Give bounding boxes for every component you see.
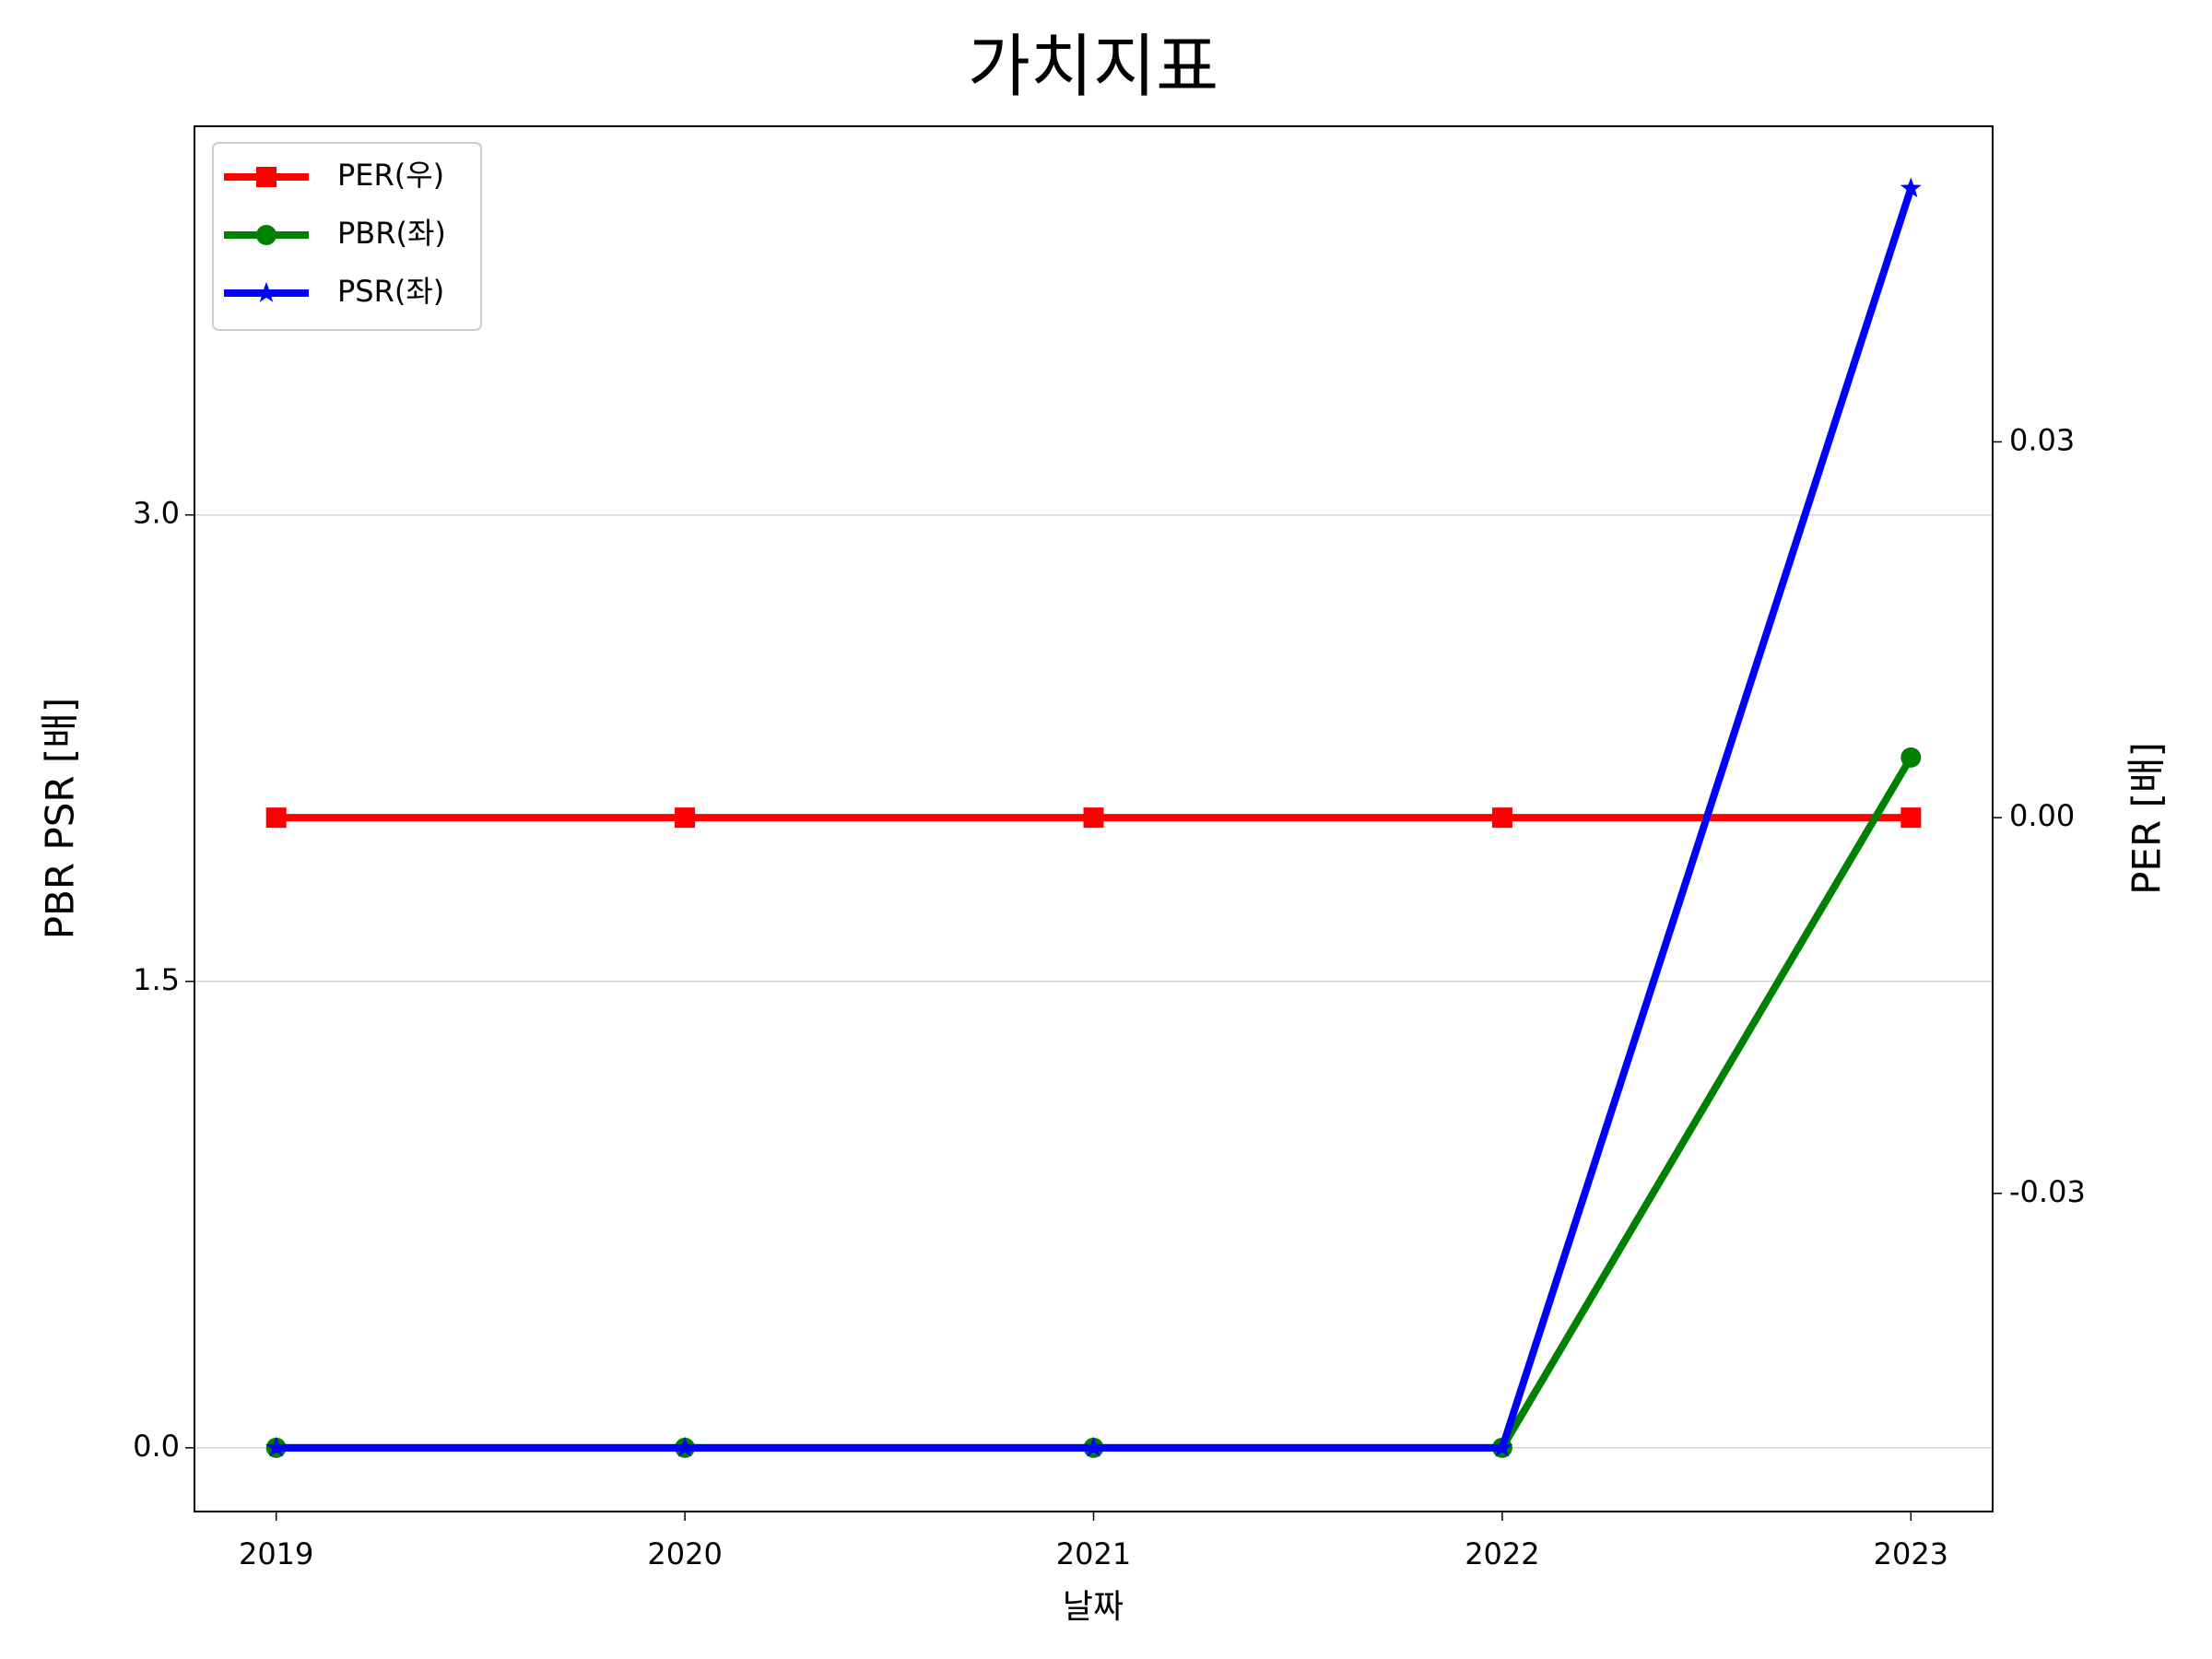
marker — [1083, 807, 1104, 829]
x-tick-label: 2019 — [239, 1536, 313, 1571]
x-tick-label: 2023 — [1874, 1536, 1948, 1571]
legend-label: PBR(좌) — [337, 216, 446, 251]
y2-axis-label: PER [배] — [2124, 742, 2170, 895]
marker — [255, 281, 277, 302]
marker — [265, 1436, 288, 1457]
y-axis-label: PBR PSR [배] — [38, 698, 83, 940]
plot-frame — [194, 125, 1994, 1512]
marker — [1900, 177, 1922, 198]
legend-label: PSR(좌) — [337, 274, 444, 309]
y2-tick-label: 0.00 — [2009, 798, 2075, 833]
y-tick-label: 1.5 — [133, 962, 180, 997]
marker — [1491, 807, 1512, 829]
x-tick-label: 2021 — [1056, 1536, 1131, 1571]
marker — [1900, 807, 1922, 829]
y2-tick-label: -0.03 — [2009, 1174, 2086, 1209]
marker — [675, 807, 696, 829]
y-tick-label: 3.0 — [133, 496, 180, 531]
legend-label: PER(우) — [337, 158, 444, 193]
marker — [1491, 1436, 1513, 1457]
marker — [256, 225, 276, 245]
legend-box — [212, 142, 482, 331]
y2-tick-label: 0.03 — [2009, 422, 2075, 457]
chart-title: 가치지표 — [968, 28, 1218, 107]
marker — [265, 807, 287, 829]
marker — [1900, 747, 1922, 768]
marker — [674, 1436, 696, 1457]
x-tick-label: 2020 — [647, 1536, 722, 1571]
marker — [1083, 1436, 1104, 1457]
x-axis-label: 날짜 — [1063, 1588, 1124, 1626]
marker — [256, 167, 276, 187]
y-tick-label: 0.0 — [133, 1429, 180, 1464]
x-tick-label: 2022 — [1465, 1536, 1539, 1571]
